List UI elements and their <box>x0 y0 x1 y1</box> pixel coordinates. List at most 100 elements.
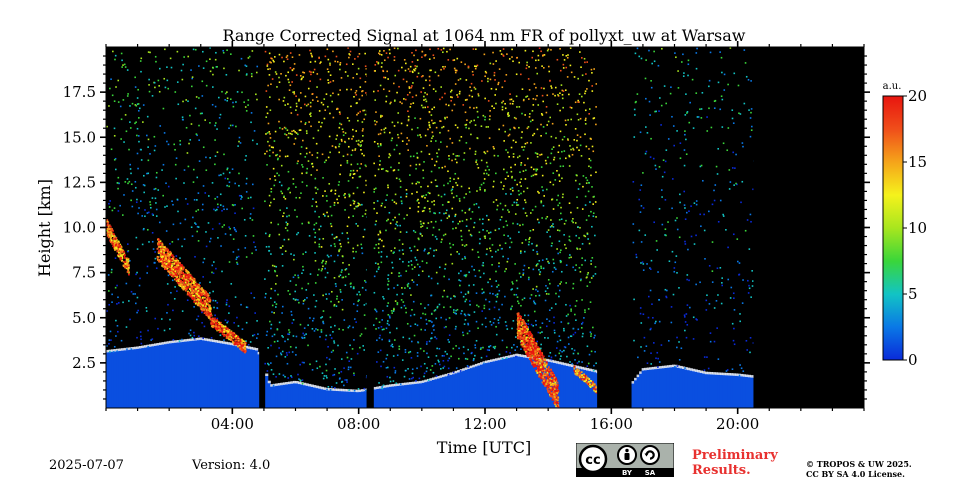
noise-pixel <box>557 204 559 207</box>
noise-pixel <box>268 250 270 252</box>
noise-pixel <box>510 170 513 173</box>
layer-pixel <box>157 252 160 254</box>
boundary-layer-column <box>323 389 327 408</box>
layer-pixel <box>111 235 114 237</box>
noise-pixel <box>351 176 354 179</box>
noise-pixel <box>209 157 211 159</box>
noise-pixel <box>123 63 126 66</box>
noise-pixel <box>692 316 695 319</box>
noise-pixel <box>165 230 168 232</box>
noise-pixel <box>648 100 651 103</box>
noise-pixel <box>591 72 593 74</box>
noise-pixel <box>330 190 332 192</box>
noise-pixel <box>539 332 542 334</box>
noise-pixel <box>527 326 529 329</box>
noise-pixel <box>205 84 208 87</box>
noise-pixel <box>566 355 568 358</box>
boundary-layer-top <box>270 384 274 387</box>
layer-pixel <box>207 311 210 314</box>
noise-pixel <box>483 151 486 153</box>
noise-pixel <box>148 78 150 81</box>
noise-pixel <box>695 203 698 206</box>
noise-pixel <box>174 91 177 93</box>
noise-pixel <box>223 208 225 211</box>
noise-pixel <box>387 274 390 276</box>
noise-pixel <box>399 258 401 260</box>
noise-pixel <box>394 74 397 77</box>
noise-pixel <box>112 50 114 53</box>
noise-pixel <box>537 331 540 334</box>
noise-pixel <box>116 350 118 353</box>
noise-pixel <box>270 362 272 364</box>
noise-pixel <box>524 239 527 241</box>
noise-pixel <box>434 90 437 93</box>
noise-pixel <box>398 239 401 241</box>
noise-pixel <box>425 262 428 264</box>
noise-pixel <box>501 101 503 104</box>
noise-pixel <box>416 284 419 286</box>
noise-pixel <box>579 51 581 53</box>
noise-pixel <box>411 377 413 380</box>
noise-pixel <box>279 155 281 158</box>
noise-pixel <box>225 303 228 306</box>
noise-pixel <box>391 137 394 140</box>
noise-pixel <box>652 316 654 319</box>
noise-pixel <box>737 84 740 87</box>
noise-pixel <box>134 86 137 88</box>
noise-pixel <box>193 331 195 334</box>
noise-pixel <box>495 300 498 303</box>
noise-pixel <box>278 98 280 101</box>
noise-pixel <box>583 101 585 104</box>
noise-pixel <box>450 253 452 256</box>
noise-pixel <box>226 321 228 324</box>
noise-pixel <box>329 151 331 154</box>
layer-pixel <box>122 249 124 252</box>
noise-pixel <box>270 61 272 64</box>
noise-pixel <box>536 218 539 221</box>
noise-pixel <box>665 149 668 151</box>
noise-pixel <box>581 264 583 266</box>
noise-pixel <box>427 304 430 306</box>
noise-pixel <box>512 100 515 103</box>
noise-pixel <box>481 80 483 82</box>
noise-pixel <box>212 67 215 69</box>
layer-pixel <box>115 245 117 248</box>
noise-pixel <box>209 122 211 124</box>
noise-pixel <box>385 169 388 172</box>
noise-pixel <box>386 322 389 325</box>
noise-pixel <box>385 52 388 54</box>
noise-pixel <box>515 95 518 98</box>
noise-pixel <box>585 182 588 184</box>
chart-title: Range Corrected Signal at 1064 nm FR of … <box>223 26 746 45</box>
noise-pixel <box>387 56 389 59</box>
noise-pixel <box>232 238 235 240</box>
boundary-layer-top <box>123 347 127 351</box>
noise-pixel <box>511 187 514 189</box>
noise-pixel <box>504 242 507 245</box>
noise-pixel <box>238 69 240 72</box>
noise-pixel <box>294 137 297 140</box>
noise-pixel <box>117 176 120 179</box>
noise-pixel <box>356 244 359 247</box>
noise-pixel <box>296 162 299 165</box>
noise-pixel <box>736 238 739 240</box>
boundary-layer-top <box>280 382 284 386</box>
boundary-layer-column <box>510 356 514 408</box>
noise-pixel <box>340 245 342 248</box>
noise-pixel <box>579 144 582 147</box>
noise-pixel <box>545 162 548 165</box>
noise-pixel <box>401 359 404 361</box>
layer-pixel <box>112 241 115 244</box>
layer-pixel <box>206 310 209 313</box>
noise-pixel <box>273 333 276 336</box>
noise-pixel <box>542 204 545 207</box>
noise-pixel <box>586 365 589 367</box>
noise-pixel <box>286 362 289 365</box>
noise-pixel <box>111 209 114 212</box>
noise-pixel <box>411 192 413 195</box>
noise-pixel <box>427 379 430 382</box>
noise-pixel <box>353 287 355 290</box>
noise-pixel <box>445 103 447 106</box>
boundary-layer-top <box>164 341 168 345</box>
layer-pixel <box>170 252 173 255</box>
